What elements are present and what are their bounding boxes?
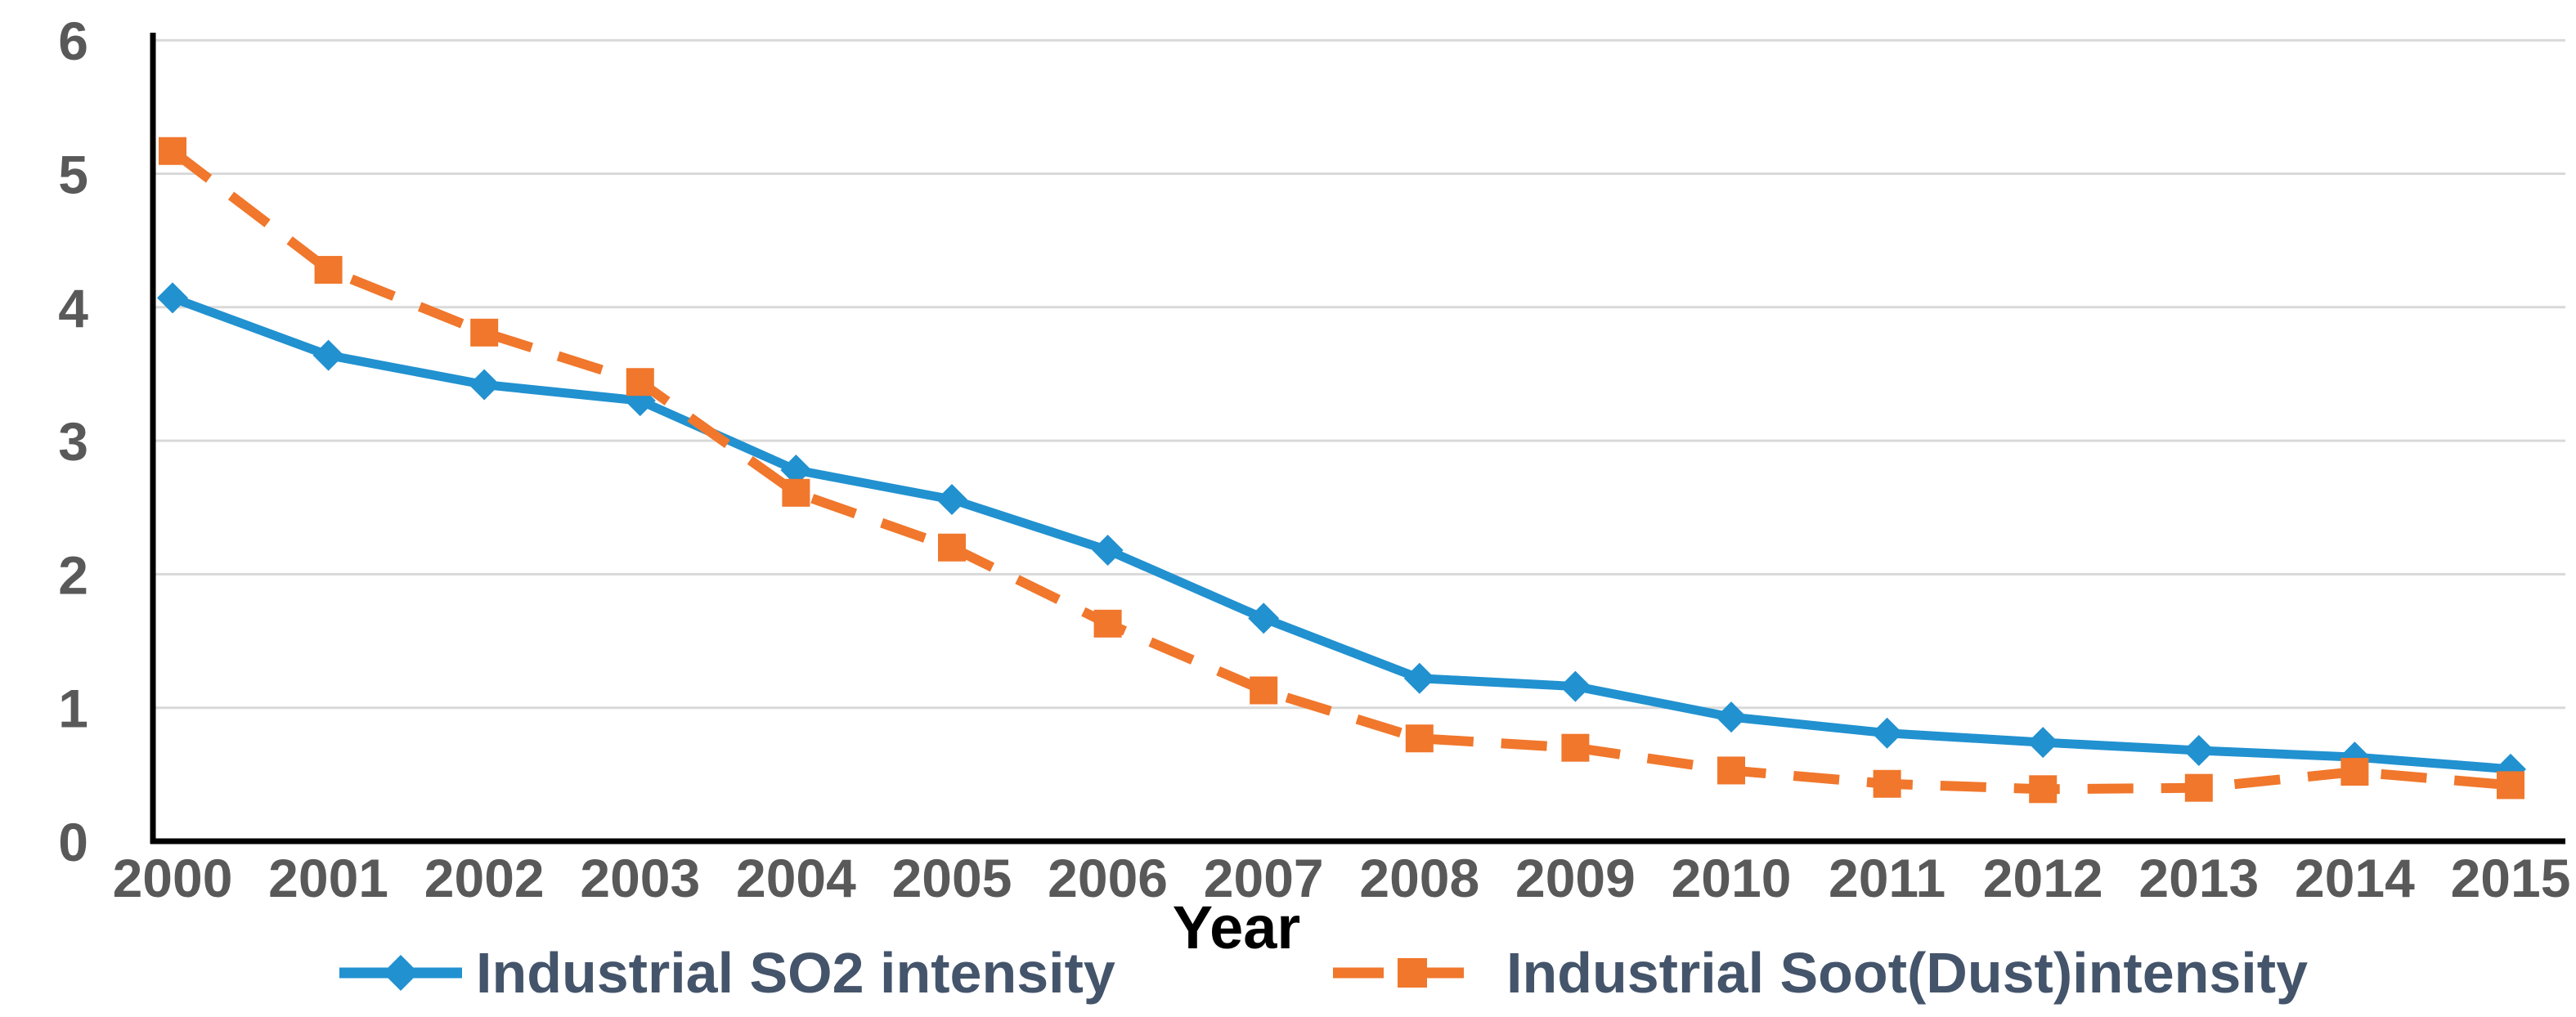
x-tick-label: 2013 — [2138, 848, 2259, 908]
y-tick-label: 0 — [58, 812, 88, 872]
series-so2-line — [171, 293, 2511, 774]
legend-item-so2: Industrial SO2 intensity — [339, 941, 1115, 1005]
legend-label-so2: Industrial SO2 intensity — [476, 941, 1115, 1005]
gridlines — [153, 38, 2565, 710]
series-soot-marker-square — [2184, 773, 2213, 802]
axes — [150, 33, 2565, 845]
legend-label-soot: Industrial Soot(Dust)intensity — [1506, 941, 2308, 1005]
series-soot-marker-square — [1873, 769, 1901, 798]
series-so2-marker-diamond — [1092, 535, 1124, 567]
x-tick-label: 2001 — [268, 848, 388, 908]
series-soot-marker-square — [1561, 733, 1590, 762]
x-tick-label: 2007 — [1204, 848, 1324, 908]
x-tick-label: 2003 — [580, 848, 700, 908]
series-so2-marker-diamond — [936, 483, 967, 515]
series-so2-marker-diamond — [1248, 603, 1280, 634]
legend-swatch-diamond — [383, 955, 419, 991]
series-so2-marker-diamond — [1403, 662, 1435, 694]
x-tick-label: 2004 — [736, 848, 856, 908]
y-tick-label: 5 — [58, 145, 88, 205]
series-soot-marker-square — [2029, 775, 2058, 804]
y-tick-label: 4 — [58, 278, 88, 338]
x-tick-label: 2010 — [1672, 848, 1792, 908]
series-soot-marker-square — [938, 533, 966, 562]
x-axis-title: Year — [1173, 894, 1300, 961]
series-soot-marker-square — [2340, 758, 2369, 786]
y-tick-label: 1 — [58, 679, 88, 739]
x-tick-label: 2014 — [2295, 848, 2415, 908]
x-tick-label: 2012 — [1983, 848, 2103, 908]
x-tick-label: 2015 — [2451, 848, 2571, 908]
series-so2-marker-diamond — [157, 282, 188, 314]
series-soot-marker-square — [782, 478, 810, 507]
x-tick-label: 2000 — [113, 848, 233, 908]
x-tick-label: 2005 — [892, 848, 1012, 908]
legend: Industrial SO2 intensity Industrial Soot(… — [339, 941, 2308, 1005]
series-soot-marker-square — [314, 256, 343, 284]
series-soot-marker-square — [1093, 609, 1122, 638]
series-soot-marker-square — [159, 137, 186, 165]
series-soot-line — [169, 146, 2511, 795]
x-tick-label: 2011 — [1829, 848, 1945, 908]
series-so2-marker-diamond — [2183, 734, 2215, 766]
series-soot-marker-square — [1717, 756, 1745, 785]
series-so2-marker-diamond — [1716, 701, 1747, 733]
series-soot-marker-square — [1250, 676, 1278, 705]
series-soot-marker-square — [1405, 724, 1434, 753]
series-so2-marker-diamond — [1871, 717, 1903, 749]
x-tick-label: 2002 — [424, 848, 545, 908]
series-soot-marker-square — [2497, 771, 2524, 800]
series-so2-marker-diamond — [469, 369, 500, 401]
y-axis-ticks: 0 1 2 3 4 5 6 — [58, 11, 88, 872]
series-soot — [159, 137, 2524, 804]
series-so2-marker-diamond — [1560, 670, 1591, 702]
series-soot-marker-square — [470, 318, 499, 347]
series-so2-marker-diamond — [2027, 727, 2059, 759]
legend-item-soot: Industrial Soot(Dust)intensity — [1333, 941, 2308, 1005]
legend-swatch-square — [1398, 958, 1427, 988]
series-so2-marker-diamond — [312, 339, 344, 371]
x-tick-label: 2006 — [1048, 848, 1168, 908]
x-axis-ticks: 2000 2001 2002 2003 2004 2005 2006 2007 2008 2009… — [113, 848, 2571, 908]
series-so2 — [157, 282, 2526, 785]
x-tick-label: 2008 — [1359, 848, 1479, 908]
y-tick-label: 6 — [58, 11, 88, 71]
y-tick-label: 2 — [58, 544, 88, 605]
y-tick-label: 3 — [58, 411, 88, 472]
x-tick-label: 2009 — [1515, 848, 1636, 908]
series-soot-marker-square — [626, 368, 654, 396]
series-so2-marker-diamond — [780, 455, 812, 486]
